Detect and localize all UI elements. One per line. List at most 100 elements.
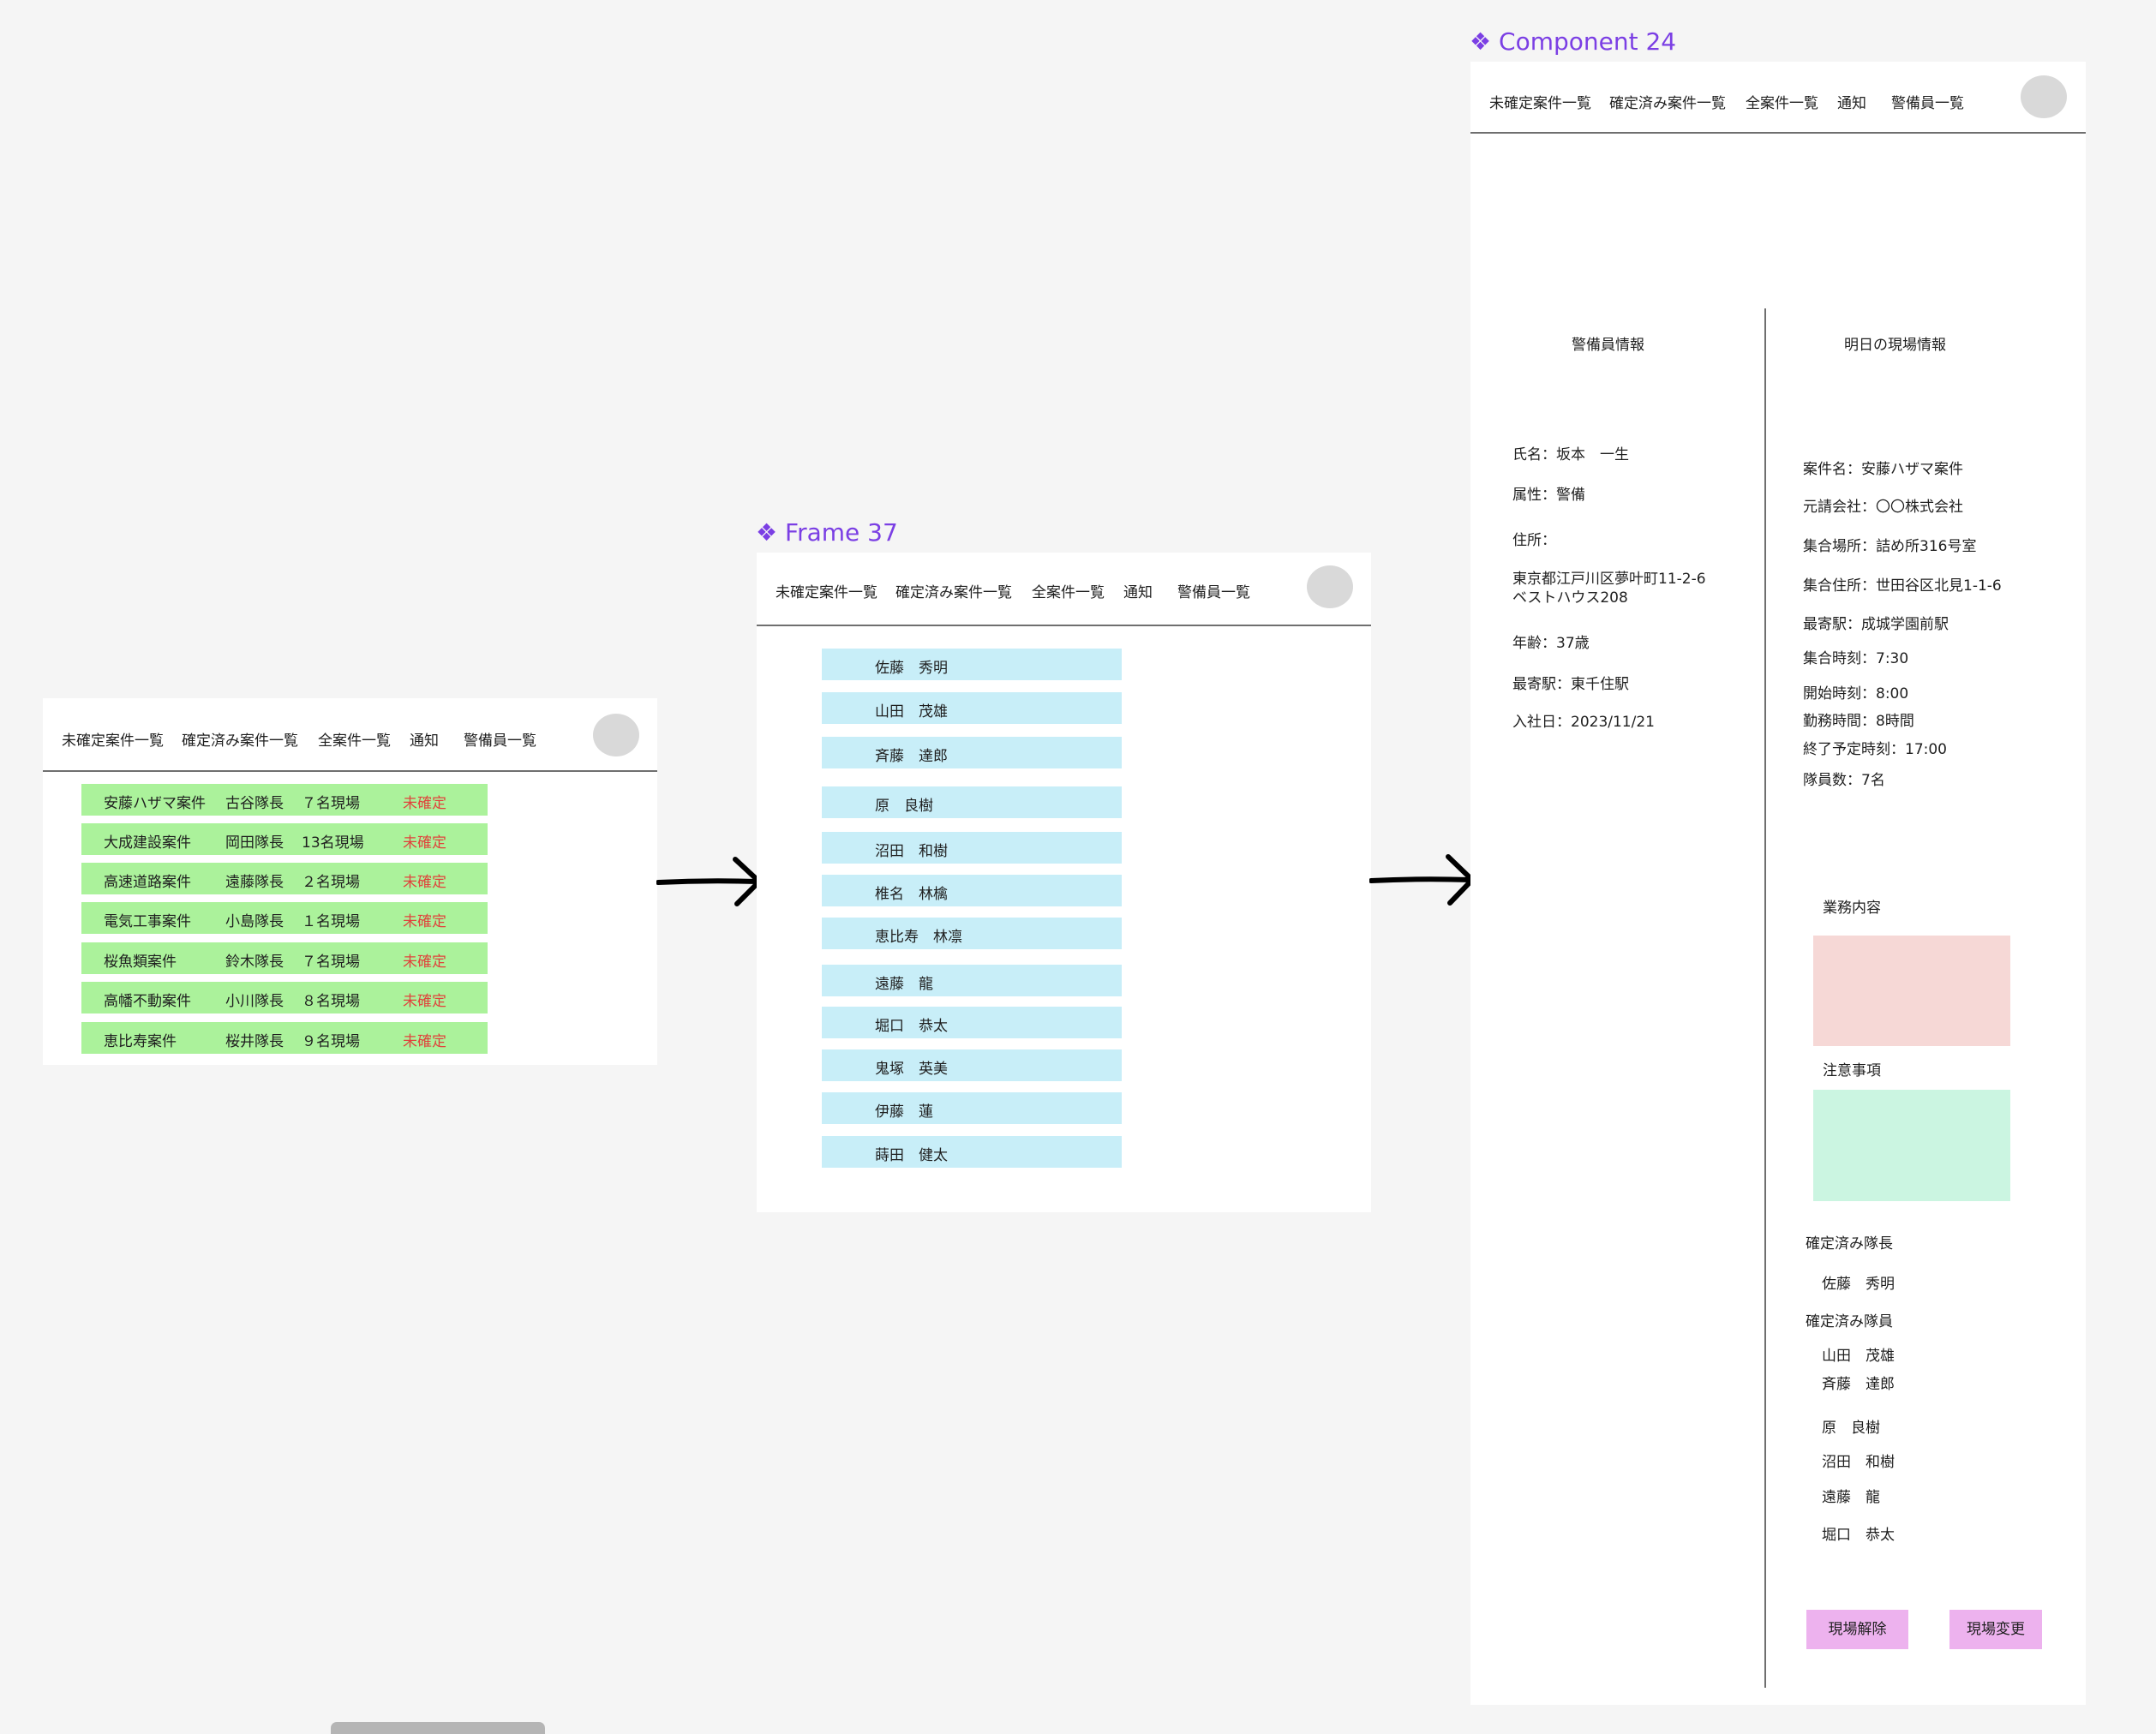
case-status: 未確定 bbox=[403, 993, 446, 1010]
guard-name: 氏名：坂本 一生 bbox=[1512, 446, 1629, 463]
guard-row[interactable]: 沼田 和樹 bbox=[822, 832, 1122, 864]
case-status: 未確定 bbox=[403, 954, 446, 971]
case-leader: 小島隊長 bbox=[225, 913, 284, 930]
confirmed-member: 斉藤 達郎 bbox=[1822, 1376, 1895, 1393]
nav-unconfirmed[interactable]: 未確定案件一覧 bbox=[62, 732, 164, 750]
nav-confirmed[interactable]: 確定済み案件一覧 bbox=[182, 732, 298, 750]
confirmed-leader-title: 確定済み隊長 bbox=[1806, 1235, 1893, 1253]
case-leader: 小川隊長 bbox=[225, 993, 284, 1010]
column-divider bbox=[1764, 308, 1766, 1688]
case-status: 未確定 bbox=[403, 795, 446, 812]
guard-row[interactable]: 椎名 林檎 bbox=[822, 875, 1122, 906]
case-leader: 古谷隊長 bbox=[225, 795, 284, 812]
case-status: 未確定 bbox=[403, 874, 446, 891]
release-site-button[interactable]: 現場解除 bbox=[1806, 1610, 1908, 1649]
avatar[interactable] bbox=[593, 714, 639, 756]
nav-unconfirmed[interactable]: 未確定案件一覧 bbox=[1489, 95, 1591, 112]
nav-guards[interactable]: 警備員一覧 bbox=[464, 732, 536, 750]
component-diamond-icon: ❖ bbox=[1470, 27, 1492, 56]
nav-confirmed[interactable]: 確定済み案件一覧 bbox=[895, 584, 1012, 601]
work-content-box[interactable] bbox=[1813, 936, 2010, 1046]
guard-name: 伊藤 蓮 bbox=[875, 1103, 933, 1121]
nav-guards[interactable]: 警備員一覧 bbox=[1177, 584, 1250, 601]
arrow-right-icon bbox=[656, 857, 762, 906]
case-count: ９名現場 bbox=[302, 1033, 360, 1050]
guard-row[interactable]: 堀口 恭太 bbox=[822, 1007, 1122, 1038]
case-count: 13名現場 bbox=[302, 834, 364, 852]
caution-title: 注意事項 bbox=[1823, 1062, 1881, 1079]
case-row[interactable]: 高速道路案件 遠藤隊長 ２名現場 未確定 bbox=[81, 863, 488, 894]
site-members: 隊員数：7名 bbox=[1803, 772, 1885, 789]
site-meeting-address: 集合住所：世田谷区北見1-1-6 bbox=[1803, 577, 2002, 595]
case-status: 未確定 bbox=[403, 913, 446, 930]
nav-all[interactable]: 全案件一覧 bbox=[318, 732, 391, 750]
case-count: ７名現場 bbox=[302, 954, 360, 971]
case-leader: 岡田隊長 bbox=[225, 834, 284, 852]
guard-row[interactable]: 原 良樹 bbox=[822, 786, 1122, 818]
site-start-time: 開始時刻：8:00 bbox=[1803, 685, 1909, 703]
horizontal-scrollbar[interactable] bbox=[331, 1722, 545, 1734]
case-status: 未確定 bbox=[403, 834, 446, 852]
case-leader: 鈴木隊長 bbox=[225, 954, 284, 971]
guard-name: 遠藤 龍 bbox=[875, 976, 933, 993]
guard-row[interactable]: 斉藤 達郎 bbox=[822, 737, 1122, 768]
nav-bar: 未確定案件一覧 確定済み案件一覧 全案件一覧 通知 警備員一覧 bbox=[43, 698, 657, 772]
case-row[interactable]: 高幡不動案件 小川隊長 ８名現場 未確定 bbox=[81, 982, 488, 1013]
case-name: 安藤ハザマ案件 bbox=[104, 795, 206, 812]
confirmed-member: 原 良樹 bbox=[1822, 1420, 1880, 1437]
caution-box[interactable] bbox=[1813, 1090, 2010, 1201]
site-info-title: 明日の現場情報 bbox=[1844, 337, 1946, 354]
frame-label: ❖ Component 24 bbox=[1470, 27, 1677, 56]
avatar[interactable] bbox=[2021, 75, 2067, 118]
site-station: 最寄駅：成城学園前駅 bbox=[1803, 616, 1949, 633]
nav-notify[interactable]: 通知 bbox=[1837, 95, 1866, 112]
guard-row[interactable]: 蒔田 健太 bbox=[822, 1136, 1122, 1168]
case-row[interactable]: 大成建設案件 岡田隊長 13名現場 未確定 bbox=[81, 823, 488, 855]
guard-name: 恵比寿 林凛 bbox=[875, 929, 962, 946]
case-row[interactable]: 電気工事案件 小島隊長 １名現場 未確定 bbox=[81, 902, 488, 934]
confirmed-member: 沼田 和樹 bbox=[1822, 1454, 1895, 1471]
guard-row[interactable]: 鬼塚 英美 bbox=[822, 1049, 1122, 1081]
guard-row[interactable]: 遠藤 龍 bbox=[822, 965, 1122, 996]
case-name: 恵比寿案件 bbox=[104, 1033, 177, 1050]
case-status: 未確定 bbox=[403, 1033, 446, 1050]
nav-notify[interactable]: 通知 bbox=[410, 732, 439, 750]
case-row[interactable]: 桜魚類案件 鈴木隊長 ７名現場 未確定 bbox=[81, 942, 488, 974]
case-row[interactable]: 安藤ハザマ案件 古谷隊長 ７名現場 未確定 bbox=[81, 784, 488, 816]
guard-row[interactable]: 佐藤 秀明 bbox=[822, 649, 1122, 680]
case-count: １名現場 bbox=[302, 913, 360, 930]
confirmed-member: 堀口 恭太 bbox=[1822, 1527, 1895, 1544]
nav-confirmed[interactable]: 確定済み案件一覧 bbox=[1609, 95, 1726, 112]
guard-name: 鬼塚 英美 bbox=[875, 1061, 948, 1078]
guard-address-label: 住所： bbox=[1512, 532, 1556, 549]
guard-name: 沼田 和樹 bbox=[875, 843, 948, 860]
guard-name: 原 良樹 bbox=[875, 798, 933, 815]
guard-list-frame: 未確定案件一覧 確定済み案件一覧 全案件一覧 通知 警備員一覧 佐藤 秀明山田 … bbox=[757, 553, 1371, 1212]
nav-guards[interactable]: 警備員一覧 bbox=[1891, 95, 1964, 112]
site-meeting-place: 集合場所：詰め所316号室 bbox=[1803, 538, 1977, 555]
guard-address-line1: 東京都江戸川区夢叶町11-2-6 bbox=[1512, 571, 1706, 588]
change-site-button[interactable]: 現場変更 bbox=[1949, 1610, 2042, 1649]
confirmed-member: 山田 茂雄 bbox=[1822, 1348, 1895, 1365]
case-count: ２名現場 bbox=[302, 874, 360, 891]
avatar[interactable] bbox=[1307, 565, 1353, 608]
site-case: 案件名：安藤ハザマ案件 bbox=[1803, 461, 1963, 478]
nav-all[interactable]: 全案件一覧 bbox=[1032, 584, 1105, 601]
guard-name: 堀口 恭太 bbox=[875, 1018, 948, 1035]
nav-notify[interactable]: 通知 bbox=[1123, 584, 1153, 601]
site-contractor: 元請会社：〇〇株式会社 bbox=[1803, 499, 1963, 516]
guard-row[interactable]: 山田 茂雄 bbox=[822, 692, 1122, 724]
case-list-frame: 未確定案件一覧 確定済み案件一覧 全案件一覧 通知 警備員一覧 安藤ハザマ案件 古… bbox=[43, 698, 657, 1065]
nav-all[interactable]: 全案件一覧 bbox=[1746, 95, 1818, 112]
case-name: 高速道路案件 bbox=[104, 874, 191, 891]
guard-row[interactable]: 恵比寿 林凛 bbox=[822, 918, 1122, 949]
case-count: ７名現場 bbox=[302, 795, 360, 812]
work-content-title: 業務内容 bbox=[1823, 900, 1881, 917]
case-row[interactable]: 恵比寿案件 桜井隊長 ９名現場 未確定 bbox=[81, 1022, 488, 1054]
confirmed-members-title: 確定済み隊員 bbox=[1806, 1313, 1893, 1330]
nav-unconfirmed[interactable]: 未確定案件一覧 bbox=[776, 584, 877, 601]
case-name: 桜魚類案件 bbox=[104, 954, 177, 971]
guard-station: 最寄駅：東千住駅 bbox=[1512, 676, 1629, 693]
guard-row[interactable]: 伊藤 蓮 bbox=[822, 1092, 1122, 1124]
